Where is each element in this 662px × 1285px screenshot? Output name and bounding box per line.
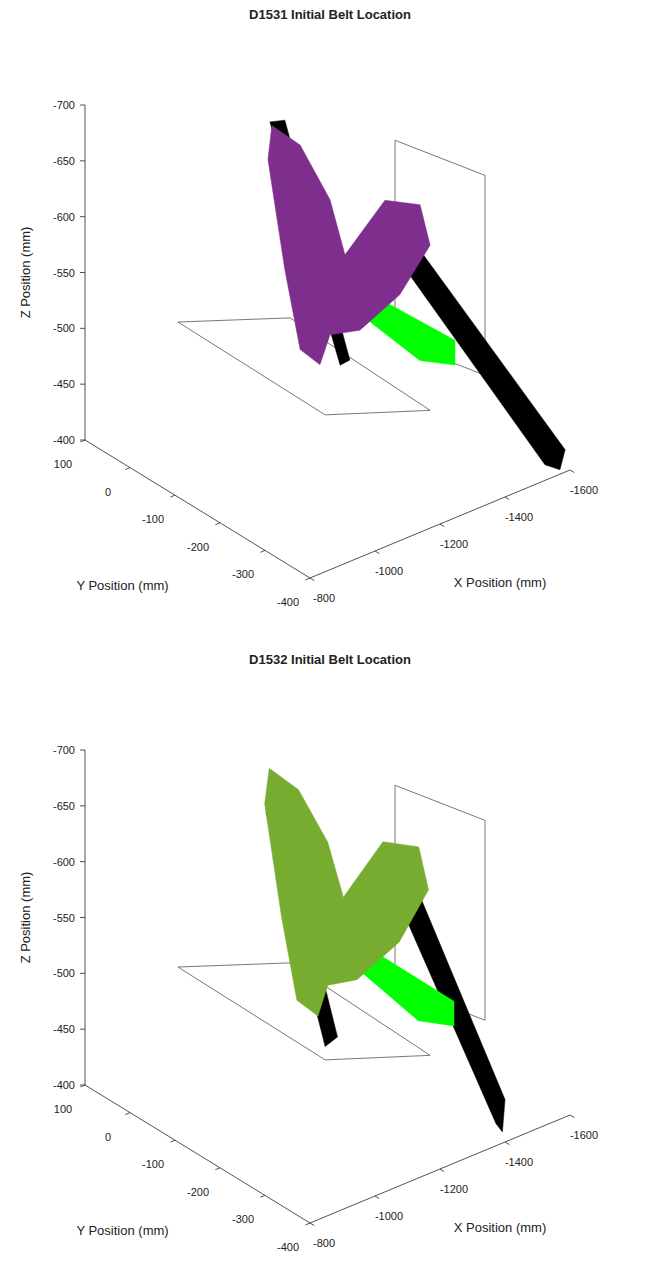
svg-text:-200: -200 [187,541,209,553]
svg-text:-300: -300 [232,1213,254,1225]
svg-text:-500: -500 [53,967,75,979]
svg-text:-450: -450 [53,1023,75,1035]
svg-text:Y Position (mm): Y Position (mm) [76,578,168,593]
svg-text:-600: -600 [53,856,75,868]
svg-text:-200: -200 [187,1186,209,1198]
svg-text:-800: -800 [313,592,335,604]
svg-text:D1532 Initial Belt Location: D1532 Initial Belt Location [249,652,411,667]
svg-text:-100: -100 [142,1158,164,1170]
svg-text:-1400: -1400 [505,511,533,523]
svg-text:-400: -400 [53,434,75,446]
svg-text:-550: -550 [53,912,75,924]
svg-text:Y Position (mm): Y Position (mm) [76,1223,168,1238]
svg-text:-650: -650 [53,800,75,812]
svg-text:-600: -600 [53,211,75,223]
svg-text:-1200: -1200 [440,1183,468,1195]
svg-text:-1200: -1200 [440,538,468,550]
svg-text:X Position (mm): X Position (mm) [454,1220,546,1235]
svg-text:-450: -450 [53,378,75,390]
svg-text:100: 100 [54,458,72,470]
svg-text:-500: -500 [53,322,75,334]
svg-text:-1600: -1600 [570,484,598,496]
svg-text:-700: -700 [53,99,75,111]
svg-text:-800: -800 [313,1237,335,1249]
svg-text:-300: -300 [232,568,254,580]
svg-text:-1000: -1000 [375,565,403,577]
svg-text:0: 0 [105,486,111,498]
svg-text:-400: -400 [277,596,299,608]
svg-text:-400: -400 [53,1079,75,1091]
svg-text:D1531 Initial Belt Location: D1531 Initial Belt Location [249,7,411,22]
svg-text:X Position (mm): X Position (mm) [454,575,546,590]
svg-text:-400: -400 [277,1241,299,1253]
svg-text:100: 100 [54,1103,72,1115]
svg-text:-550: -550 [53,267,75,279]
svg-text:-1400: -1400 [505,1156,533,1168]
svg-text:-100: -100 [142,513,164,525]
svg-text:-1000: -1000 [375,1210,403,1222]
svg-text:Z Position (mm): Z Position (mm) [18,872,33,964]
svg-text:-1600: -1600 [570,1129,598,1141]
svg-text:-650: -650 [53,155,75,167]
svg-text:-700: -700 [53,744,75,756]
svg-text:Z Position (mm): Z Position (mm) [18,227,33,319]
svg-text:0: 0 [105,1131,111,1143]
